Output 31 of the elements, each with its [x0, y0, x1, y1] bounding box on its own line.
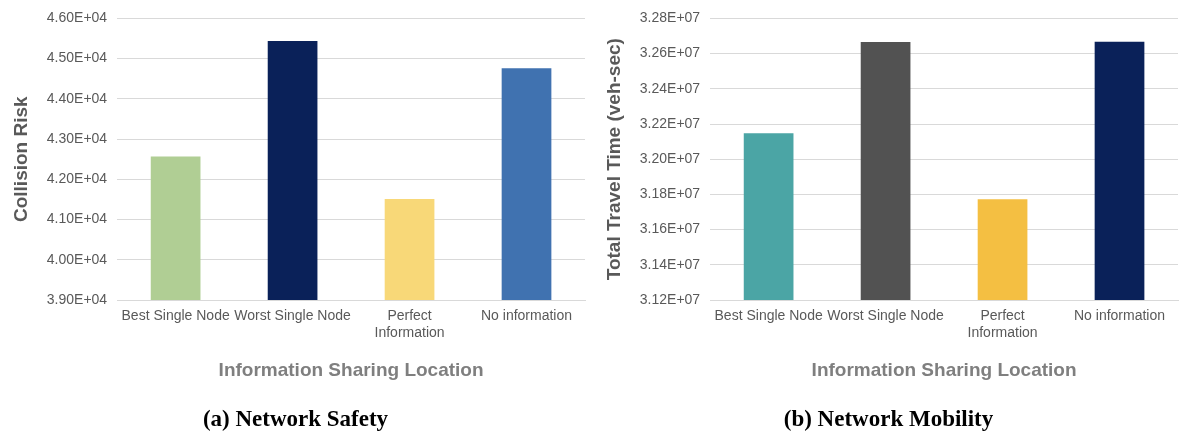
- y-tick-label: 3.14E+07: [639, 255, 701, 272]
- y-tick-label: 4.20E+04: [46, 170, 108, 187]
- x-tick-label: No information: [480, 307, 573, 324]
- x-tick-label: Worst Single Node: [234, 307, 352, 324]
- text: (b) Network Mobility: [783, 406, 994, 432]
- x-tick-label: Perfect Information: [967, 307, 1038, 341]
- text: (a) Network Safety: [202, 406, 389, 432]
- x-tick-label: No information: [1073, 307, 1166, 324]
- y-tick-label: 3.24E+07: [639, 79, 701, 96]
- y-tick-label: 3.20E+07: [639, 150, 701, 167]
- y-tick-label: 3.12E+07: [639, 290, 701, 307]
- x-axis-title: Information Sharing Location: [811, 359, 1077, 381]
- x-tick-label: Best Single Node: [121, 307, 230, 324]
- y-tick-label: 3.22E+07: [639, 114, 701, 131]
- x-tick-label: Perfect Information: [374, 307, 445, 341]
- y-tick-label: 3.90E+04: [46, 290, 108, 307]
- y-tick-label: 4.60E+04: [46, 9, 108, 26]
- x-axis-title: Information Sharing Location: [218, 359, 484, 381]
- y-tick-label: 3.26E+07: [639, 44, 701, 61]
- y-axis-title: Total Travel Time (veh-sec): [602, 38, 624, 281]
- y-axis-title: Collision Risk: [9, 95, 31, 223]
- y-tick-label: 3.16E+07: [639, 220, 701, 237]
- y-tick-label: 4.40E+04: [46, 89, 108, 106]
- y-tick-label: 4.10E+04: [46, 210, 108, 227]
- y-tick-label: 4.30E+04: [46, 129, 108, 146]
- x-tick-label: Worst Single Node: [827, 307, 945, 324]
- y-tick-label: 4.00E+04: [46, 250, 108, 267]
- y-tick-label: 3.18E+07: [639, 185, 701, 202]
- y-tick-label: 4.50E+04: [46, 49, 108, 66]
- x-tick-label: Best Single Node: [714, 307, 823, 324]
- y-tick-label: 3.28E+07: [639, 9, 701, 26]
